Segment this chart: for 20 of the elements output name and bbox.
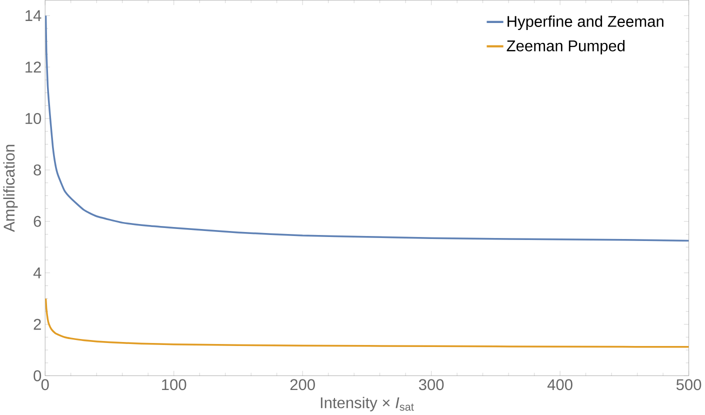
- x-tick-label: 400: [547, 379, 572, 390]
- line-series: [45, 14, 689, 242]
- y-tick-label: 10: [26, 113, 42, 124]
- line-series: [45, 298, 689, 348]
- legend-label: Hyperfine and Zeeman: [508, 16, 664, 30]
- y-axis-title: Amplification: [3, 145, 18, 232]
- x-tick-label: 300: [418, 379, 444, 390]
- x-tick-label: 100: [162, 379, 186, 390]
- y-tick-label: 0: [34, 370, 42, 382]
- y-tick-label: 2: [34, 319, 41, 330]
- x-tick-label: 500: [676, 379, 702, 390]
- y-tick-label: 14: [26, 10, 42, 22]
- y-tick-label: 6: [34, 216, 41, 228]
- legend-label: Zeeman Pumped: [506, 40, 625, 55]
- x-tick-label: 200: [290, 379, 315, 390]
- x-tick-label: 0: [41, 379, 49, 390]
- x-axis-title: Intensity × I$_{sat}$: [320, 397, 414, 412]
- y-tick-label: 4: [33, 268, 42, 278]
- y-tick-label: 12: [26, 62, 41, 73]
- y-tick-label: 8: [34, 164, 42, 176]
